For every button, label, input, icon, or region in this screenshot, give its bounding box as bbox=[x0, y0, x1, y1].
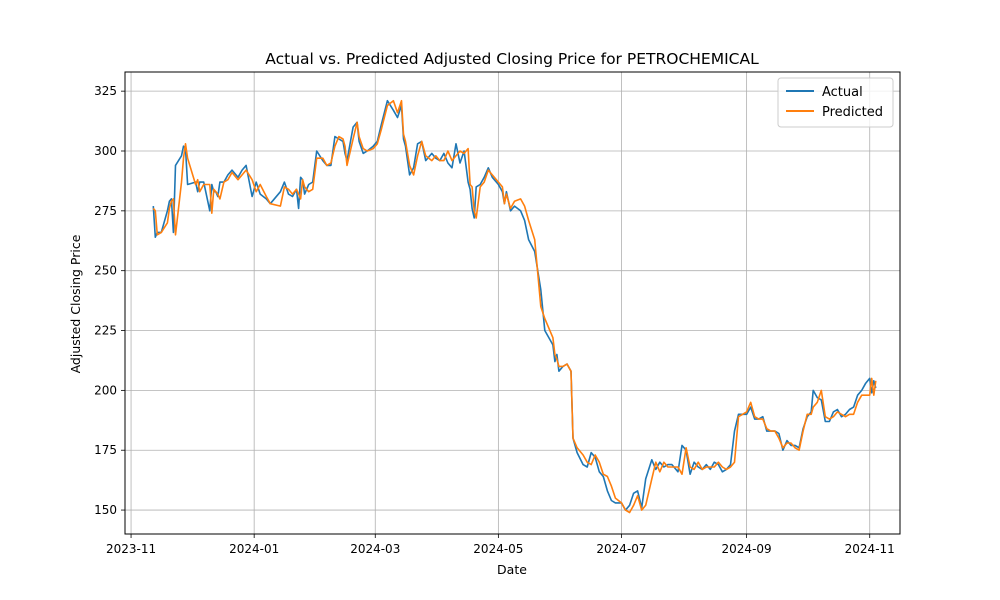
plot-frame bbox=[124, 71, 901, 535]
x-tick-label: 2024-05 bbox=[473, 542, 523, 556]
legend: Actual Predicted bbox=[777, 77, 894, 128]
y-tick-label: 275 bbox=[94, 204, 117, 218]
y-tick-label: 250 bbox=[94, 264, 117, 278]
x-tick-label: 2024-01 bbox=[229, 542, 279, 556]
y-tick-label: 200 bbox=[94, 383, 117, 397]
x-tick-label: 2024-11 bbox=[845, 542, 895, 556]
axis-ticks: 2023-11 2024-01 2024-03 2024-05 2024-07 2024-… bbox=[94, 84, 895, 556]
legend-label-predicted: Predicted bbox=[822, 105, 883, 120]
series-line-predicted bbox=[152, 99, 877, 514]
x-tick-label: 2023-11 bbox=[106, 542, 156, 556]
chart-title: Actual vs. Predicted Adjusted Closing Pr… bbox=[265, 50, 759, 68]
x-tick-label: 2024-07 bbox=[596, 542, 646, 556]
y-tick-label: 150 bbox=[94, 503, 117, 517]
y-tick-label: 325 bbox=[94, 84, 117, 98]
series-lines bbox=[152, 99, 877, 514]
x-axis-label: Date bbox=[497, 562, 527, 577]
legend-label-actual: Actual bbox=[822, 85, 863, 100]
x-tick-label: 2024-09 bbox=[722, 542, 772, 556]
grid bbox=[125, 72, 900, 534]
y-tick-label: 175 bbox=[94, 443, 117, 457]
y-tick-label: 225 bbox=[94, 324, 117, 338]
y-axis-label: Adjusted Closing Price bbox=[68, 234, 83, 373]
x-tick-label: 2024-03 bbox=[350, 542, 400, 556]
y-tick-label: 300 bbox=[94, 144, 117, 158]
